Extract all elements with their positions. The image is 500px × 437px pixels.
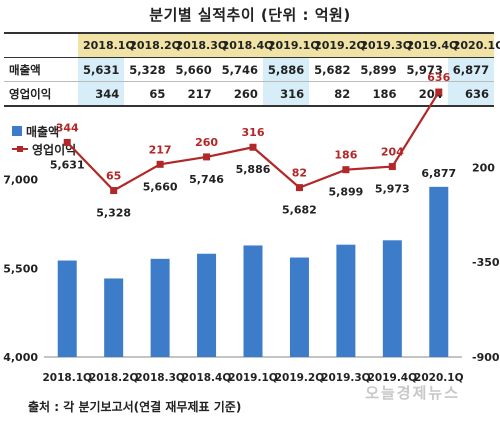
table-cell: 5,328 [124,57,171,82]
bar [336,244,356,357]
profit-marker [435,88,443,96]
bar [243,245,263,357]
chart-legend: 매출액 영업이익 [12,122,76,158]
x-tick-label: 2018.1Q [42,372,92,384]
table-cell: 636 [447,81,494,107]
table-header-cell: 2019.4Q [401,32,458,58]
bar-data-label: 5,899 [328,186,363,199]
bar-data-label: 5,973 [375,183,410,196]
table-cell: 316 [262,81,310,107]
table-corner-cell [4,32,78,58]
y-right-tick-label: -900 [472,351,500,364]
table-header-cell: 2019.2Q [309,32,366,58]
bar-data-label: 6,877 [421,167,456,180]
bar [197,253,217,357]
bar-data-label: 5,746 [189,173,224,186]
x-tick-label: 2018.2Q [89,372,139,384]
x-tick-label: 2019.2Q [275,372,325,384]
bar-data-label: 5,631 [50,158,85,171]
table-header-cell: 2018.2Q [124,32,181,58]
profit-marker [156,160,164,168]
watermark: 오늘경제뉴스 [365,384,460,402]
table-header-cell: 2019.1Q [262,32,320,58]
row-label-sales: 매출액 [4,57,78,82]
table-cell: 5,631 [78,57,125,82]
table-cell: 5,886 [262,57,310,82]
table-row-profit: 영업이익 344 65 217 260 316 82 186 204 636 [4,81,494,107]
x-tick-label: 2019.4Q [368,372,418,384]
table-cell: 82 [309,81,356,107]
line-data-label: 217 [149,143,172,156]
y-left-tick-label: 7,000 [3,174,38,187]
bar [289,257,309,357]
performance-table: 2018.1Q 2018.2Q 2018.3Q 2018.4Q 2019.1Q … [4,32,500,107]
table-header-cell: 2019.3Q [355,32,412,58]
table-cell: 186 [355,81,402,107]
bar-data-label: 5,660 [143,180,178,193]
legend-label-profit: 영업이익 [32,142,77,157]
profit-marker [388,163,396,171]
bar [382,240,402,357]
legend-line-swatch [12,144,28,154]
profit-marker [110,187,118,195]
table-cell: 5,746 [216,57,263,82]
bar-data-label: 5,328 [96,207,131,220]
bar [150,258,170,357]
profit-marker [342,166,350,174]
source-note: 출처 : 각 분기보고서(연결 재무제표 기준) [28,400,242,414]
x-tick-label: 2018.4Q [182,372,232,384]
legend-label-sales: 매출액 [26,124,60,139]
table-header-cell: 2020.1Q [447,32,500,58]
bar [429,186,449,357]
line-data-label: 260 [195,136,218,149]
table-row-sales: 매출액 5,631 5,328 5,660 5,746 5,886 5,682 … [4,57,494,82]
x-tick-label: 2019.1Q [228,372,278,384]
table-cell: 260 [216,81,263,107]
table-cell: 65 [124,81,171,107]
line-data-label: 636 [427,71,450,84]
y-left-tick-label: 5,500 [3,262,38,275]
profit-marker [295,184,303,192]
line-data-label: 82 [292,167,307,180]
profit-marker [249,143,257,151]
table-header-cell: 2018.1Q [78,32,135,58]
line-data-label: 186 [334,149,357,162]
x-tick-label: 2019.3Q [321,372,371,384]
table-cell: 5,660 [170,57,217,82]
row-label-profit: 영업이익 [4,81,78,107]
legend-item-sales: 매출액 [12,122,76,140]
table-header-row: 2018.1Q 2018.2Q 2018.3Q 2018.4Q 2019.1Q … [4,32,500,58]
bar [104,278,124,357]
y-left-tick-label: 4,000 [3,351,38,364]
table-header-cell: 2018.4Q [216,32,273,58]
table-cell: 5,973 [401,57,448,82]
table-cell: 5,682 [309,57,356,82]
bar-data-label: 5,682 [282,204,317,217]
x-tick-label: 2018.3Q [135,372,185,384]
legend-item-profit: 영업이익 [12,140,76,158]
y-right-tick-label: -350 [472,256,500,269]
y-right-tick-label: 200 [472,161,495,174]
legend-bar-swatch [12,126,22,136]
page-title: 분기별 실적추이 (단위 : 억원) [149,6,351,24]
bar [57,260,77,357]
table-cell: 217 [170,81,217,107]
line-data-label: 316 [242,126,265,139]
table-cell: 5,899 [355,57,402,82]
line-data-label: 344 [56,121,79,134]
x-tick-label: 2020.1Q [414,372,464,384]
bar-data-label: 5,886 [236,163,271,176]
profit-marker [63,138,71,146]
table-cell: 344 [78,81,125,107]
line-data-label: 65 [106,170,121,183]
table-header-cell: 2018.3Q [170,32,227,58]
profit-marker [203,153,211,161]
table-cell: 6,877 [447,57,494,82]
line-data-label: 204 [381,146,404,159]
